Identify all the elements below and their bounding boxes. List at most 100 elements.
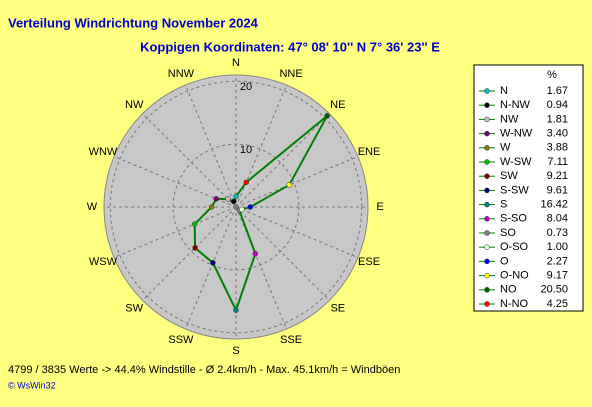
direction-label: W	[87, 201, 98, 213]
legend-marker	[484, 272, 490, 279]
legend-title: %	[547, 69, 557, 81]
legend-marker	[484, 173, 490, 179]
point	[243, 179, 249, 186]
legend-value: 2.27	[547, 255, 568, 267]
direction-label: ESE	[358, 256, 380, 268]
legend-marker	[484, 287, 490, 293]
direction-label: S	[232, 345, 239, 357]
r-tick-label: 20	[240, 81, 252, 93]
spoke	[185, 206, 237, 330]
point	[230, 198, 237, 205]
chart-title: Verteilung Windrichtung November 2024	[8, 15, 259, 30]
spoke	[235, 84, 287, 208]
direction-label: SSW	[168, 334, 194, 346]
legend-marker	[484, 230, 490, 236]
legend-marker	[484, 159, 490, 165]
legend-value: 1.67	[547, 85, 568, 97]
legend-label: O	[500, 255, 509, 267]
direction-label: NE	[330, 99, 345, 111]
legend-value: 9.61	[547, 184, 568, 196]
direction-label: SW	[125, 303, 143, 315]
legend-marker	[484, 145, 490, 151]
legend-label: N	[500, 85, 508, 97]
legend-marker	[484, 102, 490, 108]
point	[192, 245, 198, 251]
legend-label: S	[500, 199, 507, 211]
legend-label: S-SO	[500, 213, 527, 225]
legend-value: 9.17	[547, 270, 568, 282]
point	[213, 196, 220, 202]
legend-marker	[484, 201, 490, 208]
legend-value: 1.00	[547, 241, 568, 253]
spoke	[235, 206, 359, 258]
legend-label: NO	[500, 284, 517, 296]
point	[191, 221, 198, 227]
legend-marker	[484, 244, 490, 250]
legend-label: SO	[500, 227, 516, 239]
legend-label: S-SW	[500, 184, 529, 196]
legend-value: 7.11	[547, 156, 568, 168]
point	[239, 206, 245, 213]
legend-marker	[484, 258, 490, 265]
legend-label: W-NW	[500, 128, 533, 140]
legend-label: W-SW	[500, 156, 532, 168]
legend-marker	[484, 216, 490, 222]
legend-value: 3.88	[547, 142, 568, 154]
footer: 4799 / 3835 Werte -> 44.4% Windstille - …	[8, 364, 400, 376]
direction-label: ENE	[358, 146, 381, 158]
legend-box	[473, 64, 584, 312]
legend-marker	[484, 301, 490, 307]
legend-label: NW	[500, 113, 519, 125]
spoke	[113, 156, 237, 208]
point	[233, 193, 239, 200]
point	[252, 250, 259, 257]
direction-label: NNE	[279, 68, 302, 80]
legend-label: O-SO	[500, 241, 529, 253]
spoke	[142, 206, 237, 301]
legend-marker	[484, 130, 490, 137]
direction-label: WSW	[89, 256, 118, 268]
point	[286, 182, 293, 188]
point	[210, 260, 216, 266]
direction-label: N	[232, 57, 240, 69]
spoke	[113, 206, 237, 258]
legend-value: 20.50	[540, 284, 568, 296]
legend-value: 9.21	[547, 170, 568, 182]
direction-label: NNW	[168, 68, 195, 80]
point	[225, 196, 231, 202]
legend-label: N-NW	[500, 99, 531, 111]
legend-marker	[484, 187, 490, 194]
direction-label: SE	[330, 303, 345, 315]
spoke	[142, 113, 237, 208]
direction-label: SSE	[280, 334, 302, 346]
legend-value: 4.25	[547, 298, 568, 310]
grid-circle	[109, 80, 363, 334]
chart-subtitle: Koppigen Koordinaten: 47° 08' 10'' N 7° …	[140, 39, 440, 54]
legend-label: N-NO	[500, 298, 529, 310]
legend-value: 1.81	[547, 113, 568, 125]
credit: © WsWin32	[8, 380, 56, 390]
spoke	[185, 84, 237, 208]
point	[208, 204, 215, 210]
spoke	[235, 156, 359, 208]
direction-label: WNW	[89, 146, 118, 158]
direction-label: E	[376, 201, 383, 213]
legend-value: 3.40	[547, 128, 568, 140]
legend-value: 8.04	[547, 213, 568, 225]
r-tick-label: 10	[240, 144, 252, 156]
grid-circle	[172, 143, 300, 271]
legend-label: W	[500, 142, 511, 154]
legend-value: 16.42	[540, 199, 568, 211]
legend-value: 0.73	[547, 227, 568, 239]
direction-label: NW	[125, 99, 144, 111]
legend-label: SW	[500, 170, 518, 182]
spoke	[235, 206, 330, 301]
legend-label: O-NO	[500, 270, 529, 282]
point	[233, 307, 239, 313]
legend-value: 0.94	[547, 99, 568, 111]
legend-marker	[484, 116, 490, 123]
point	[324, 113, 330, 119]
spoke	[235, 206, 287, 330]
point	[247, 204, 254, 210]
